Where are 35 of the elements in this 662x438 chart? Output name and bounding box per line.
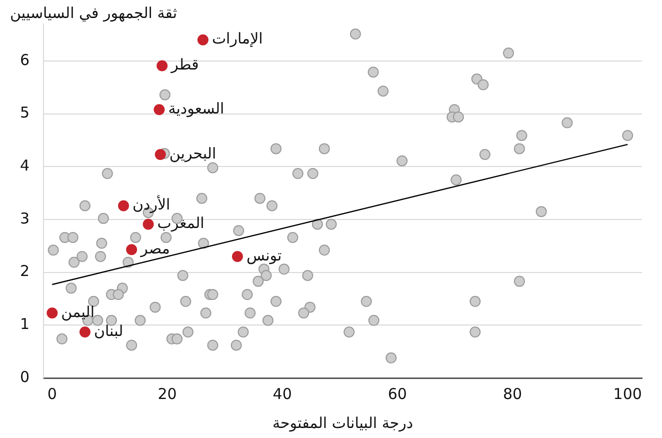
x-tick-label: 0 bbox=[47, 384, 57, 403]
annotation: السعودية bbox=[168, 99, 224, 118]
annotation: مصر bbox=[140, 240, 170, 258]
annotation: الإمارات bbox=[212, 30, 263, 48]
point bbox=[154, 104, 165, 116]
point bbox=[46, 308, 58, 319]
annotation: تونس bbox=[246, 246, 282, 264]
point bbox=[232, 250, 243, 262]
point bbox=[142, 218, 154, 230]
x-axis-title: درجة البيانات المفتوحة bbox=[272, 414, 414, 432]
x-tick-label: 40 bbox=[272, 384, 292, 403]
point bbox=[154, 149, 166, 160]
point bbox=[197, 34, 208, 46]
annotation: الأردن bbox=[132, 194, 170, 214]
x-tick-label: 80 bbox=[502, 384, 522, 403]
y-tick-label: 0 bbox=[20, 368, 30, 386]
y-tick-label: 1 bbox=[20, 315, 30, 334]
annotation: قطر bbox=[170, 56, 199, 74]
annotation: اليمن bbox=[61, 302, 95, 321]
annotation: المغرب bbox=[157, 214, 204, 232]
point bbox=[118, 200, 130, 212]
y-tick-label: 4 bbox=[20, 156, 30, 175]
x-tick-label: 60 bbox=[388, 384, 407, 403]
x-tick-label: 100 bbox=[613, 384, 642, 403]
annotation: لبنان bbox=[94, 322, 124, 340]
y-tick-label: 2 bbox=[20, 262, 30, 280]
y-axis-title: ثقة الجمهور في السياسيين bbox=[10, 4, 178, 22]
point bbox=[156, 60, 168, 72]
y-tick-label: 5 bbox=[20, 104, 30, 122]
x-tick-label: 20 bbox=[158, 384, 177, 403]
y-tick-label: 6 bbox=[20, 50, 30, 69]
y-tick-label: 3 bbox=[20, 209, 30, 228]
point bbox=[126, 244, 138, 256]
point bbox=[79, 326, 90, 338]
annotation: البحرين bbox=[169, 144, 216, 162]
